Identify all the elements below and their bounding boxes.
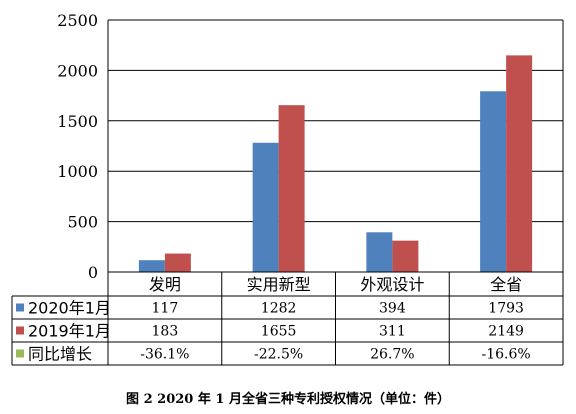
x-tick-label: 发明	[149, 275, 181, 294]
table-cell: 183	[152, 324, 179, 340]
bar	[278, 105, 305, 273]
legend-swatch	[16, 326, 24, 335]
legend-label: 同比增长	[28, 345, 92, 364]
table-cell: 26.7%	[370, 347, 414, 363]
y-tick-label: 1000	[57, 162, 98, 181]
table-cell: 1655	[261, 324, 297, 340]
bar	[480, 91, 507, 273]
legend-label: 2019年1月	[28, 322, 111, 341]
table-cell: -36.1%	[140, 347, 189, 363]
table-cell: 2149	[488, 324, 524, 340]
bar	[252, 142, 279, 272]
bar	[164, 253, 191, 272]
bar	[392, 240, 419, 272]
y-tick-label: 0	[88, 263, 98, 282]
table-cell: -22.5%	[254, 347, 303, 363]
figure-caption: 图 2 2020 年 1 月全省三种专利授权情况（单位：件）	[126, 392, 450, 407]
table-cell: 1282	[261, 301, 297, 317]
table-cell: -16.6%	[482, 347, 531, 363]
bar	[138, 260, 165, 272]
y-tick-label: 2500	[57, 11, 98, 30]
legend-swatch	[16, 349, 24, 358]
x-tick-label: 实用新型	[247, 275, 311, 294]
y-tick-label: 2000	[57, 61, 98, 80]
bar	[506, 55, 533, 272]
legend-swatch	[16, 303, 24, 312]
y-tick-label: 1500	[57, 112, 98, 131]
legend-label: 2020年1月	[28, 299, 111, 318]
x-tick-label: 全省	[490, 275, 522, 294]
table-cell: 117	[152, 301, 179, 317]
table-cell: 394	[379, 301, 406, 317]
table-cell: 311	[379, 324, 406, 340]
x-tick-label: 外观设计	[360, 275, 424, 294]
table-cell: 1793	[488, 301, 524, 317]
y-tick-label: 500	[67, 213, 98, 232]
bar	[366, 232, 393, 272]
